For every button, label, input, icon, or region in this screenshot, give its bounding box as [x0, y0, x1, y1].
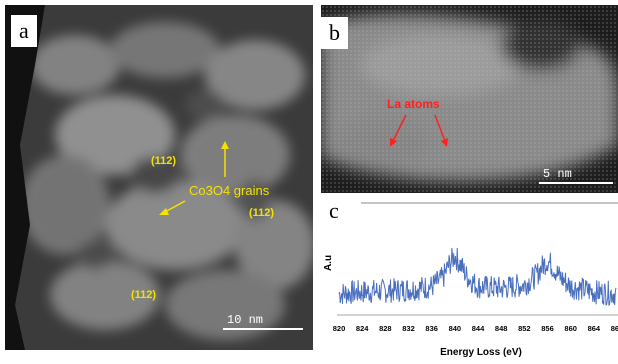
plane-label-1: (112)	[151, 155, 177, 167]
x-tick-label: 868	[611, 324, 618, 333]
x-tick-label: 856	[541, 324, 554, 333]
panel-a-arrows	[159, 141, 229, 215]
scale-bar-a	[223, 328, 303, 330]
arrow-up-head	[221, 141, 229, 149]
panel-b-texture	[321, 5, 618, 193]
x-tick-label: 840	[449, 324, 462, 333]
plane-label-2: (112)	[249, 207, 275, 219]
scale-bar-b	[539, 182, 613, 184]
panel-b-label: b	[321, 17, 348, 49]
panel-c-spectrum: c A.u Energy Loss (eV) 820 824 828 832 836 84…	[321, 195, 618, 359]
panel-b-micrograph: b La atoms 5 nm	[321, 5, 618, 193]
x-tick-label: 828	[379, 324, 392, 333]
arrow-left	[164, 200, 186, 213]
x-tick-labels: 820 824 828 832 836 840 844 848 852 856 860 864 868	[333, 324, 618, 333]
arrow-la-right-head	[441, 138, 448, 147]
x-tick-label: 848	[495, 324, 508, 333]
panel-a-micrograph: a (112) (112) (112) Co3O4 grains 10 nm	[5, 5, 313, 350]
panel-a-label: a	[11, 15, 37, 47]
x-tick-label: 824	[356, 324, 369, 333]
x-tick-label: 836	[425, 324, 438, 333]
spectrum-series-line	[338, 247, 617, 306]
arrow-la-left-head	[390, 138, 397, 147]
x-axis-label: Energy Loss (eV)	[440, 347, 522, 358]
scale-bar-b-label: 5 nm	[543, 167, 572, 181]
panel-b-arrows	[390, 114, 448, 147]
panel-a-texture	[5, 5, 313, 350]
grains-annotation: Co3O4 grains	[189, 183, 270, 198]
plane-label-3: (112)	[131, 289, 157, 301]
scale-bar-a-label: 10 nm	[227, 313, 264, 327]
arrow-left-head	[159, 208, 169, 215]
x-tick-label: 860	[564, 324, 577, 333]
arrow-la-left	[392, 114, 407, 142]
x-tick-label: 864	[588, 324, 601, 333]
eels-chart: A.u Energy Loss (eV) 820 824 828 832 836 840 8…	[323, 202, 618, 358]
x-tick-label: 844	[472, 324, 485, 333]
arrow-la-right	[434, 114, 446, 142]
y-axis-label: A.u	[323, 255, 334, 271]
la-atoms-annotation: La atoms	[387, 97, 440, 111]
x-tick-label: 832	[402, 324, 415, 333]
x-tick-label: 852	[518, 324, 531, 333]
panel-c-label: c	[321, 195, 347, 227]
x-tick-label: 820	[333, 324, 346, 333]
